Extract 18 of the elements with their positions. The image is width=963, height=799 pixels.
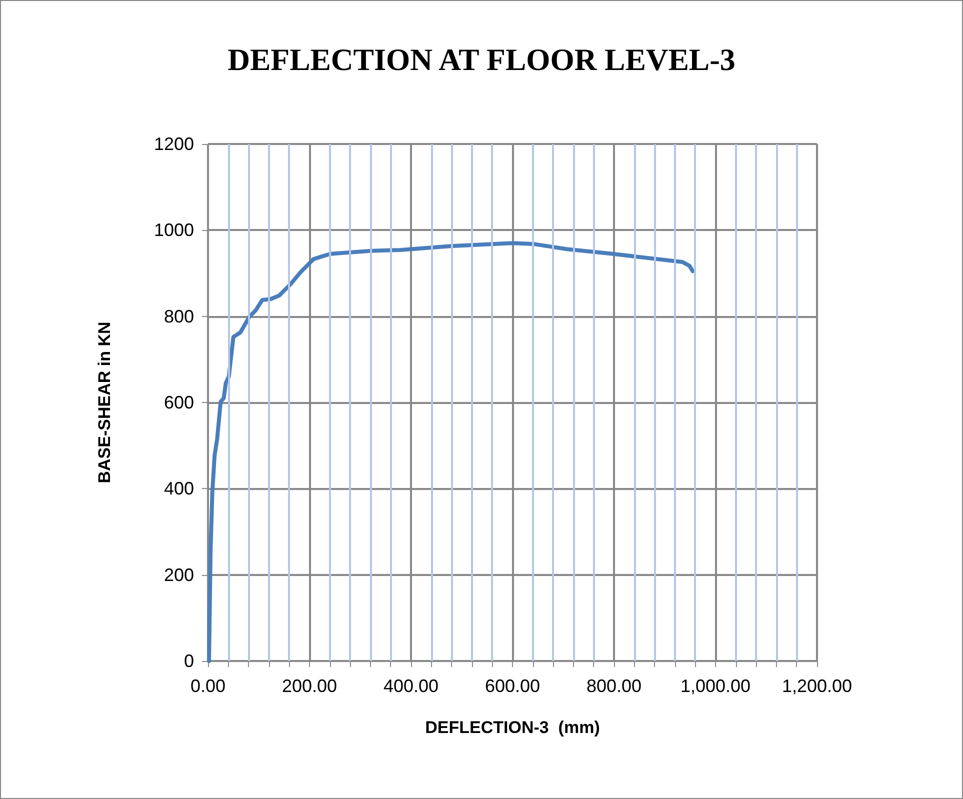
y-tick-label: 1000 — [154, 220, 194, 240]
x-tick-label: 1,000.00 — [680, 676, 751, 696]
x-axis-title: DEFLECTION-3 (mm) — [425, 718, 600, 737]
x-tick-label: 200.00 — [282, 676, 338, 696]
y-tick-label: 800 — [164, 306, 194, 326]
line-series — [207, 241, 695, 663]
y-tick-label: 400 — [164, 478, 194, 499]
y-tick-label: 1200 — [154, 134, 194, 154]
y-tick-label: 0 — [184, 651, 194, 671]
x-tick-label: 800.00 — [586, 676, 642, 696]
x-tick-label: 600.00 — [484, 676, 540, 696]
x-tick-label: 1,200.00 — [782, 676, 852, 696]
x-tick-label: 400.00 — [383, 676, 439, 696]
y-axis-title: BASE-SHEAR in KN — [95, 322, 114, 484]
chart-title: DEFLECTION AT FLOOR LEVEL-3 — [228, 42, 736, 77]
x-tick-label: 0.00 — [190, 676, 226, 696]
y-tick-label: 200 — [164, 564, 194, 585]
y-tick-label: 600 — [164, 392, 194, 412]
